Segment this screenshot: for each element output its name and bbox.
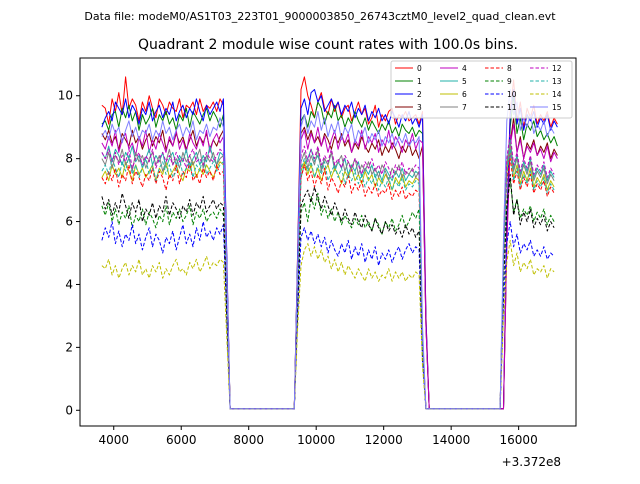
x-tick-label: 4000 xyxy=(98,433,129,447)
legend-box xyxy=(390,60,573,119)
x-tick-label: 14000 xyxy=(432,433,470,447)
series-line-14 xyxy=(101,239,555,410)
x-axis-offset-label: +3.372e8 xyxy=(502,455,561,469)
series-line-9 xyxy=(101,180,555,410)
series-line-8 xyxy=(101,158,555,410)
y-tick-label: 2 xyxy=(65,340,73,354)
legend-label-4: 4 xyxy=(462,64,467,73)
series-line-10 xyxy=(101,221,555,410)
series-line-12 xyxy=(101,133,555,410)
legend-label-5: 5 xyxy=(462,77,467,86)
y-tick-label: 4 xyxy=(65,277,73,291)
legend-label-6: 6 xyxy=(462,90,467,99)
x-tick-label: 8000 xyxy=(233,433,264,447)
figure-suptitle: Data file: modeM0/AS1T03_223T01_90000038… xyxy=(84,10,556,23)
axes: 4000 6000 8000 10000 12000 14000 16000 0 2 4 6 8 10 xyxy=(58,89,538,447)
legend-label-15: 15 xyxy=(552,103,562,112)
y-tick-label: 10 xyxy=(58,89,73,103)
data-series xyxy=(101,76,558,410)
legend-label-12: 12 xyxy=(552,64,562,73)
x-tick-label: 10000 xyxy=(297,433,335,447)
legend-label-7: 7 xyxy=(462,103,467,112)
series-line-11 xyxy=(101,173,555,410)
legend-label-8: 8 xyxy=(507,64,512,73)
plot-area-frame xyxy=(79,57,577,427)
legend-label-13: 13 xyxy=(552,77,562,86)
x-tick-label: 6000 xyxy=(166,433,197,447)
x-tick-label: 12000 xyxy=(365,433,403,447)
legend-label-9: 9 xyxy=(507,77,512,86)
legend-label-10: 10 xyxy=(507,90,517,99)
legend-label-3: 3 xyxy=(417,103,422,112)
y-tick-label: 0 xyxy=(65,403,73,417)
legend-label-0: 0 xyxy=(417,64,422,73)
chart-title: Quadrant 2 module wise count rates with … xyxy=(138,37,518,53)
legend-label-14: 14 xyxy=(552,90,562,99)
x-tick-label: 16000 xyxy=(500,433,538,447)
series-line-15 xyxy=(101,89,555,410)
legend-label-11: 11 xyxy=(507,103,517,112)
y-tick-label: 8 xyxy=(65,152,73,166)
legend-label-2: 2 xyxy=(417,90,422,99)
legend-label-1: 1 xyxy=(417,77,422,86)
y-tick-label: 6 xyxy=(65,215,73,229)
